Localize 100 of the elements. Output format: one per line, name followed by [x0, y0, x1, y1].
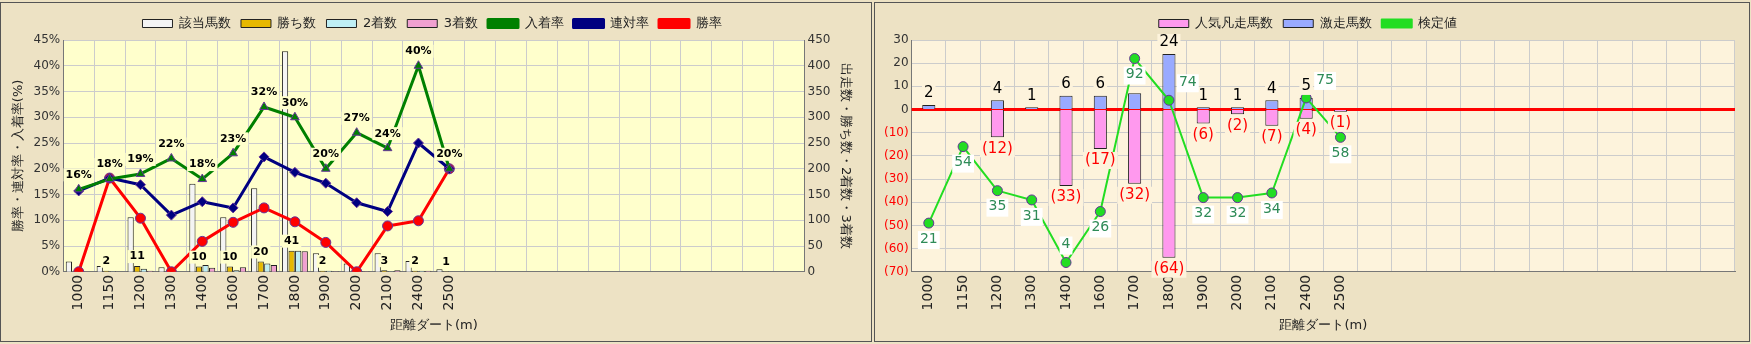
x-tick-label: 2400: [409, 274, 426, 311]
y-tick-label: 0: [900, 101, 909, 116]
data-label: 20%: [312, 147, 339, 161]
data-label: 1: [442, 254, 450, 268]
x-tick-label: 1200: [988, 274, 1005, 311]
legend-label: 3着数: [443, 14, 479, 30]
y2-tick-label: 250: [807, 135, 831, 150]
y-tick-label: 0%: [41, 263, 61, 278]
data-label: 30%: [281, 95, 309, 109]
x-tick-label: 1900: [316, 274, 333, 311]
data-label: 32: [1228, 204, 1247, 221]
data-label: 54: [954, 153, 973, 170]
x-tick-label: 2500: [1331, 274, 1348, 311]
x-tick-label: 1300: [162, 274, 179, 311]
data-label: 32: [1194, 204, 1213, 221]
x-tick-label: 2400: [1296, 274, 1313, 311]
legend-label: 人気凡走馬数: [1195, 14, 1274, 30]
legend-label: 2着数: [362, 14, 398, 30]
data-label: 24: [1159, 32, 1179, 51]
y-tick-label: 30: [893, 32, 909, 47]
y-tick-label: (20): [883, 148, 909, 163]
data-label: (12): [982, 138, 1013, 157]
legend-label: 該当馬数: [178, 14, 231, 30]
data-label: 3: [380, 253, 389, 267]
x-axis-title: 距離ダート(m): [389, 316, 478, 332]
y2-tick-label: 200: [807, 160, 831, 175]
y-axis-title: 勝率・連対率・入着率(%): [10, 79, 26, 233]
data-label: 11: [129, 249, 145, 263]
data-label: (6): [1192, 124, 1214, 143]
y-tick-label: 35%: [33, 83, 61, 98]
y2-axis-title: 出走数・勝ち数・2着数・3着数: [838, 63, 854, 249]
data-label: 27%: [343, 111, 370, 125]
data-label: (7): [1261, 127, 1283, 146]
x-tick-label: 1000: [919, 274, 936, 311]
x-tick-label: 1600: [223, 274, 240, 311]
data-label: 19%: [127, 152, 154, 166]
y-tick-label: (10): [883, 124, 909, 139]
data-label: 34: [1262, 199, 1281, 216]
data-label: 18%: [96, 157, 123, 171]
y-tick-label: (30): [883, 171, 909, 186]
x-tick-label: 1000: [69, 274, 86, 311]
x-tick-label: 2100: [378, 274, 395, 311]
data-label: 6: [1061, 74, 1071, 93]
y-tick-label: 20%: [33, 160, 61, 175]
x-tick-label: 1150: [100, 274, 117, 311]
y-tick-label: 40%: [33, 57, 61, 72]
data-label: (4): [1295, 120, 1317, 139]
data-label: 4: [1061, 235, 1071, 252]
data-label: 24%: [374, 126, 401, 140]
data-label: 10: [191, 249, 207, 263]
y-tick-label: 5%: [41, 238, 61, 253]
x-tick-label: 1600: [1090, 274, 1107, 311]
y2-tick-label: 300: [807, 109, 831, 124]
x-tick-label: 1400: [192, 274, 209, 311]
legend-label: 検定値: [1418, 14, 1458, 30]
y2-tick-label: 100: [807, 212, 831, 227]
x-tick-label: 2000: [347, 274, 364, 311]
y2-tick-label: 50: [807, 238, 823, 253]
x-tick-label: 1800: [285, 274, 302, 311]
data-label: 31: [1022, 206, 1041, 223]
data-label: 16%: [65, 167, 92, 181]
data-label: 18%: [189, 157, 216, 171]
x-tick-label: 1300: [1022, 274, 1039, 311]
y-tick-label: (60): [883, 240, 909, 255]
legend-label: 激走馬数: [1319, 14, 1372, 30]
y2-tick-label: 450: [807, 32, 831, 47]
data-label: 2: [411, 254, 419, 268]
y-tick-label: 10%: [33, 212, 61, 227]
legend-label: 入着率: [524, 14, 564, 30]
y-tick-label: (50): [883, 217, 909, 232]
data-label: 41: [283, 234, 300, 248]
x-tick-label: 1700: [1125, 274, 1142, 311]
x-tick-label: 1700: [254, 274, 271, 311]
data-label: 10: [222, 249, 238, 263]
x-tick-label: 1900: [1193, 274, 1210, 311]
data-label: (1): [1329, 113, 1352, 132]
y2-tick-label: 350: [807, 83, 831, 98]
y-tick-label: 45%: [33, 32, 61, 47]
y-tick-label: (70): [883, 263, 909, 278]
x-tick-label: 2500: [439, 274, 456, 311]
y2-tick-label: 400: [807, 57, 831, 72]
data-label: (32): [1119, 185, 1151, 204]
data-label: 75: [1316, 70, 1334, 87]
data-label: (2): [1226, 115, 1249, 134]
y2-tick-label: 150: [807, 186, 831, 201]
x-tick-label: 1150: [953, 274, 970, 311]
data-label: 5: [1301, 76, 1311, 95]
data-label: 74: [1178, 72, 1197, 89]
data-label: 20%: [436, 147, 463, 161]
x-axis-title: 距離ダート(m): [1279, 316, 1368, 332]
data-label: 22%: [158, 136, 185, 150]
data-label: (64): [1153, 259, 1185, 278]
y2-tick-label: 0: [807, 263, 816, 278]
x-tick-label: 1200: [131, 274, 148, 311]
data-label: (17): [1084, 150, 1116, 169]
data-label: 92: [1125, 65, 1144, 82]
x-tick-label: 1400: [1056, 274, 1073, 311]
y-tick-label: 10: [893, 78, 909, 93]
data-label: 4: [992, 78, 1003, 97]
y-tick-label: 15%: [33, 186, 61, 201]
